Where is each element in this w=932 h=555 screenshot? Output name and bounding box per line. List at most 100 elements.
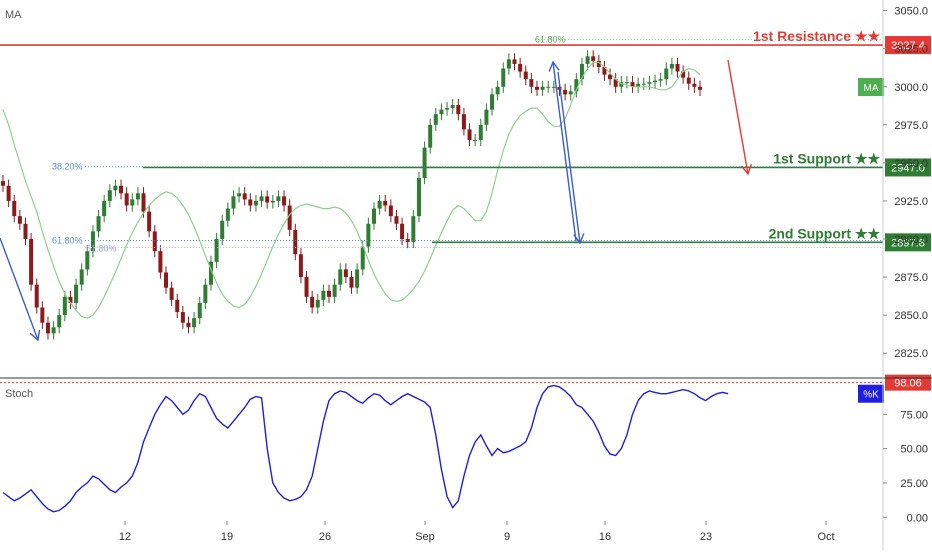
candle-body	[192, 318, 197, 328]
candle-body	[495, 86, 500, 95]
candle-body	[563, 89, 568, 95]
candle-body	[57, 315, 62, 328]
candle-body	[90, 231, 95, 252]
candle-body	[692, 83, 697, 87]
candle-body	[641, 83, 646, 85]
candle-body	[568, 91, 573, 95]
candle-body	[130, 199, 135, 206]
candle-body	[456, 105, 461, 115]
candle-body	[242, 193, 247, 200]
candle-body	[591, 56, 596, 61]
level-label: 1st Support ★★	[773, 150, 880, 166]
price-tick-label: 3050.0	[894, 6, 928, 18]
stoch-tick-label: 50.00	[900, 444, 928, 456]
stoch-tick-label: 75.00	[900, 409, 928, 421]
candle-body	[467, 129, 472, 141]
price-tick-label: 2875.0	[894, 272, 928, 284]
stoch-indicator-label: Stoch	[5, 388, 33, 400]
candle-body	[366, 223, 371, 247]
ma-badge-text: MA	[864, 83, 879, 94]
price-tick-label: 2925.0	[894, 196, 928, 208]
candle-body	[141, 193, 146, 212]
candle-body	[203, 284, 208, 303]
candle-body	[518, 63, 523, 72]
time-tick-label: 12	[119, 531, 131, 543]
candle-body	[169, 287, 174, 300]
candle-body	[355, 269, 360, 288]
price-tick-label: 2825.0	[894, 348, 928, 360]
levels-layer: 1st Resistance ★★ 3027.4 1st Support ★★ 294…	[0, 28, 931, 254]
price-tick-label: 2975.0	[894, 120, 928, 132]
candle-body	[214, 238, 219, 262]
main-indicator-label: MA	[5, 9, 22, 21]
candle-body	[416, 178, 421, 217]
candle-body	[17, 216, 22, 224]
candle-body	[265, 196, 270, 203]
candle-body	[478, 124, 483, 141]
candle-body	[371, 208, 376, 224]
candle-body	[102, 200, 107, 217]
candle-body	[197, 302, 202, 319]
swing-arrow	[0, 237, 41, 342]
moving-average-line	[2, 61, 701, 319]
price-tick-label: 2950.0	[894, 158, 928, 170]
candle-body	[383, 200, 388, 206]
candle-body	[512, 59, 517, 64]
level-label: 1st Resistance ★★	[753, 28, 880, 44]
candle-body	[636, 83, 641, 87]
candle-body	[405, 238, 410, 243]
candle-body	[147, 211, 152, 232]
stoch-reference-tag	[885, 374, 931, 391]
candle-body	[180, 312, 185, 323]
candle-body	[186, 322, 191, 328]
candle-body	[411, 216, 416, 243]
ma-badge	[858, 78, 884, 96]
candle-body	[315, 299, 320, 308]
level-price-tag-text: 2947.0	[891, 162, 925, 174]
price-tick-label: 3025.0	[894, 44, 928, 56]
swing-arrow	[548, 60, 577, 242]
level-price-tag-text: 3027.4	[891, 40, 925, 52]
candle-body	[79, 269, 84, 285]
candle-body	[298, 254, 303, 278]
candle-body	[237, 193, 242, 197]
candle-body	[40, 307, 45, 323]
candle-body	[45, 322, 50, 334]
candle-body	[579, 63, 584, 80]
price-tick-label: 2850.0	[894, 310, 928, 322]
candle-body	[23, 223, 28, 239]
stoch-k-line	[2, 384, 729, 513]
candle-body	[608, 74, 613, 80]
candles-layer	[1, 50, 702, 340]
candle-body	[664, 68, 669, 80]
k-badge-text: %K	[863, 390, 879, 401]
candle-body	[501, 68, 506, 87]
candle-body	[484, 109, 489, 125]
stochastic-layer: 98.06 %K	[0, 374, 931, 513]
fib-label: 38.20%	[52, 162, 83, 172]
candle-body	[124, 193, 129, 206]
candle-body	[1, 181, 5, 186]
candle-body	[270, 200, 275, 203]
candle-body	[253, 200, 258, 206]
level-label: 2nd Support ★★	[769, 225, 881, 241]
candle-body	[51, 327, 56, 334]
candle-body	[658, 79, 663, 81]
candle-body	[613, 79, 618, 87]
candle-body	[135, 193, 140, 200]
time-tick-label: Oct	[817, 531, 834, 543]
candle-body	[62, 296, 67, 316]
candle-body	[220, 220, 225, 239]
stoch-reference-tag-text: 98.06	[894, 378, 922, 390]
time-tick-label: 9	[504, 531, 510, 543]
candle-body	[574, 79, 579, 92]
target-arrow	[727, 59, 753, 176]
time-tick-label: 23	[700, 531, 712, 543]
candle-body	[360, 246, 365, 270]
candle-body	[585, 56, 590, 64]
candle-body	[29, 238, 34, 285]
level-price-tag	[885, 233, 931, 252]
candle-body	[259, 196, 264, 201]
